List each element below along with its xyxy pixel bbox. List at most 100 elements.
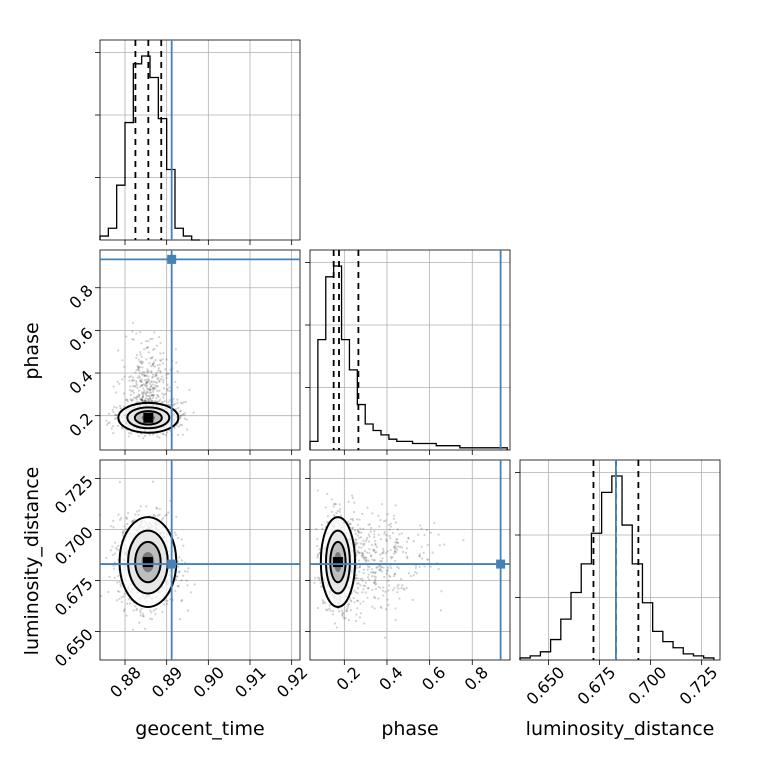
- sample-point: [159, 369, 162, 373]
- sample-point: [355, 613, 358, 616]
- sample-point: [132, 378, 136, 382]
- sample-point: [139, 398, 142, 401]
- sample-point: [172, 404, 175, 407]
- sample-point: [378, 565, 381, 568]
- sample-point: [122, 405, 126, 408]
- sample-point: [375, 566, 378, 569]
- sample-point: [157, 400, 161, 403]
- sample-point: [370, 568, 373, 571]
- sample-point: [322, 600, 325, 603]
- sample-point: [120, 426, 124, 429]
- sample-point: [328, 607, 331, 610]
- sample-point: [359, 612, 363, 615]
- sample-point: [353, 501, 356, 504]
- sample-point: [361, 591, 364, 594]
- sample-point: [140, 355, 143, 358]
- sample-point: [147, 375, 150, 378]
- sample-point: [135, 356, 138, 360]
- sample-point: [362, 568, 366, 571]
- sample-point: [135, 379, 138, 383]
- sample-point: [152, 362, 155, 365]
- sample-point: [111, 545, 114, 548]
- sample-point: [140, 380, 143, 383]
- sample-point: [133, 384, 136, 387]
- sample-point: [141, 397, 144, 400]
- sample-point: [174, 380, 177, 383]
- sample-point: [155, 384, 158, 388]
- sample-point: [154, 375, 157, 378]
- sample-point: [361, 512, 364, 516]
- sample-point: [177, 565, 180, 569]
- sample-point: [131, 380, 134, 383]
- sample-point: [358, 559, 361, 562]
- sample-point: [346, 605, 349, 608]
- sample-point: [174, 402, 177, 405]
- sample-point: [401, 584, 404, 587]
- sample-point: [362, 553, 365, 556]
- sample-point: [426, 558, 429, 561]
- sample-point: [374, 543, 377, 547]
- sample-point: [147, 379, 151, 382]
- sample-point: [149, 338, 152, 341]
- sample-point: [359, 584, 362, 587]
- sample-point: [105, 419, 108, 422]
- sample-point: [379, 560, 382, 563]
- sample-point: [151, 375, 154, 379]
- sample-point: [318, 578, 321, 581]
- sample-point: [357, 546, 360, 549]
- sample-point: [380, 566, 384, 569]
- sample-point: [177, 406, 180, 410]
- sample-point: [377, 533, 380, 536]
- sample-point: [128, 431, 131, 435]
- sample-point: [353, 589, 356, 593]
- sample-point: [142, 615, 145, 618]
- sample-point: [182, 544, 185, 547]
- sample-point: [135, 396, 139, 399]
- sample-point: [374, 580, 377, 583]
- sample-point: [142, 373, 145, 376]
- sample-point: [135, 398, 138, 401]
- sample-point: [140, 384, 143, 387]
- sample-point: [182, 574, 185, 577]
- sample-point: [146, 368, 149, 371]
- density-contour-0: [319, 516, 356, 608]
- sample-point: [108, 421, 111, 424]
- sample-point: [162, 396, 165, 399]
- sample-point: [339, 508, 342, 511]
- sample-point: [146, 371, 149, 374]
- sample-point: [158, 507, 161, 511]
- sample-point: [150, 394, 153, 397]
- sample-point: [141, 361, 144, 364]
- sample-point: [373, 607, 376, 610]
- density-peak: [142, 557, 153, 568]
- sample-point: [349, 609, 352, 612]
- sample-point: [143, 348, 146, 351]
- sample-point: [112, 432, 115, 435]
- sample-point: [141, 366, 144, 369]
- sample-point: [139, 385, 142, 388]
- sample-point: [107, 422, 110, 425]
- sample-point: [391, 555, 394, 559]
- sample-point: [355, 566, 359, 569]
- sample-point: [150, 357, 153, 360]
- sample-point: [181, 402, 184, 405]
- density-contour-0: [117, 401, 180, 434]
- sample-point: [121, 534, 124, 537]
- sample-point: [113, 561, 116, 564]
- sample-point: [394, 521, 397, 524]
- sample-point: [375, 582, 378, 585]
- sample-point: [360, 531, 363, 534]
- sample-point: [125, 398, 128, 402]
- sample-point: [135, 369, 138, 372]
- sample-point: [145, 358, 148, 361]
- sample-point: [146, 388, 149, 391]
- sample-point: [148, 391, 151, 394]
- sample-point: [129, 432, 133, 435]
- sample-point: [383, 575, 386, 579]
- sample-point: [349, 523, 352, 526]
- sample-point: [144, 374, 147, 378]
- sample-point: [183, 413, 186, 417]
- sample-point: [118, 480, 121, 484]
- sample-point: [152, 393, 155, 396]
- sample-point: [140, 607, 143, 610]
